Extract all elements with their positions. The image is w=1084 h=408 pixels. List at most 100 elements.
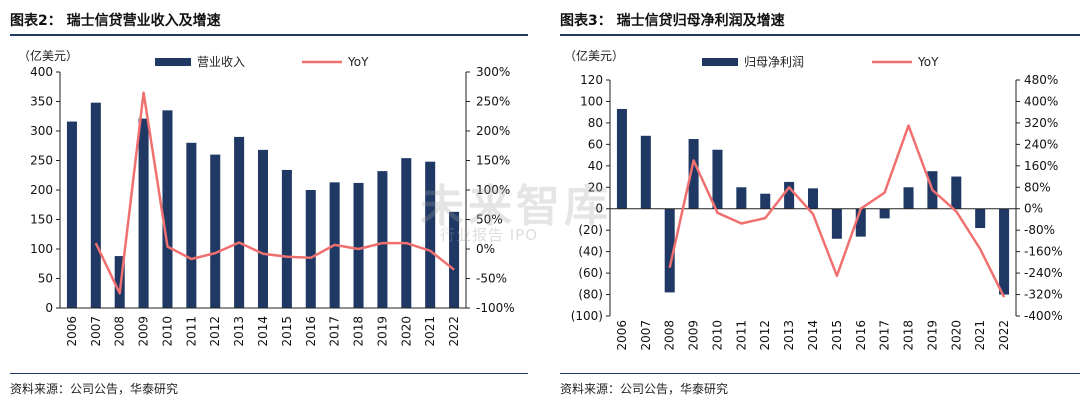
left-tick-label: 250 bbox=[30, 154, 53, 168]
bar-2008 bbox=[664, 208, 675, 293]
category-label: 2014 bbox=[256, 316, 270, 347]
bar-2016 bbox=[855, 208, 866, 237]
legend-bar-label: 营业收入 bbox=[197, 55, 245, 69]
left-tick-label: 0 bbox=[595, 202, 603, 216]
bar-2021 bbox=[425, 161, 436, 308]
category-label: 2011 bbox=[184, 316, 198, 347]
bar-2008 bbox=[114, 256, 125, 308]
right-title-rule bbox=[560, 34, 1080, 36]
left-tick-label: 100 bbox=[580, 94, 603, 108]
category-label: 2009 bbox=[137, 316, 151, 347]
bar-2012 bbox=[210, 154, 221, 308]
right-tick-label: 50% bbox=[476, 213, 503, 227]
category-label: 2016 bbox=[304, 316, 318, 347]
right-tick-label: -100% bbox=[476, 301, 515, 315]
right-tick-label: -80% bbox=[1024, 223, 1055, 237]
category-label: 2019 bbox=[925, 320, 939, 351]
category-label: 2010 bbox=[160, 316, 174, 347]
right-source-note: 资料来源：公司公告，华泰研究 bbox=[560, 382, 729, 396]
right-tick-label: -400% bbox=[1024, 309, 1063, 323]
bar-2014 bbox=[257, 149, 269, 308]
legend-bar-label: 归母净利润 bbox=[744, 55, 804, 69]
right-footer-rule bbox=[560, 373, 1080, 374]
category-label: 2020 bbox=[949, 320, 963, 351]
legend-line-label: YoY bbox=[917, 55, 939, 69]
right-panel: 图表3： 瑞士信贷归母净利润及增速 （亿美元） 归母净利润 YoY (100) (80)… bbox=[554, 0, 1084, 408]
left-tick-label: 200 bbox=[30, 183, 53, 197]
category-label: 2013 bbox=[782, 320, 796, 351]
unit-label: （亿美元） bbox=[564, 48, 624, 63]
category-label: 2007 bbox=[639, 320, 653, 351]
bar-2013 bbox=[234, 136, 245, 308]
category-label: 2008 bbox=[113, 316, 127, 347]
right-tick-label: 250% bbox=[476, 95, 510, 109]
left-tick-label: 400 bbox=[30, 65, 53, 79]
bar-2006 bbox=[66, 121, 77, 308]
watermark-logo: 未来智库 bbox=[420, 181, 612, 232]
left-panel: 图表2： 瑞士信贷营业收入及增速 （亿美元） 营业收入 YoY 0 50 100 150 20… bbox=[0, 0, 530, 408]
net-profit-chart: （亿美元） 归母净利润 YoY (100) (80) (60) (40) (20) 0 20 40 6… bbox=[564, 48, 1063, 351]
bar-2015 bbox=[831, 208, 842, 239]
legend-line-label: YoY bbox=[347, 55, 369, 69]
bar-2022 bbox=[999, 208, 1010, 295]
category-label: 2021 bbox=[423, 316, 437, 347]
unit-label: （亿美元） bbox=[18, 48, 78, 63]
left-tick-label: (100) bbox=[571, 309, 603, 323]
left-tick-label: 50 bbox=[38, 272, 53, 286]
left-tick-label: 60 bbox=[588, 137, 603, 151]
category-label: 2022 bbox=[447, 316, 461, 347]
bar-2020 bbox=[951, 176, 962, 209]
category-label: 2016 bbox=[854, 320, 868, 351]
bar-2011 bbox=[186, 142, 197, 308]
category-label: 2015 bbox=[280, 316, 294, 347]
right-tick-label: 100% bbox=[476, 183, 510, 197]
right-tick-label: 0% bbox=[1024, 202, 1043, 216]
bar-2007 bbox=[90, 102, 101, 309]
category-label: 2021 bbox=[973, 320, 987, 351]
category-label: 2019 bbox=[375, 316, 389, 347]
category-label: 2013 bbox=[232, 316, 246, 347]
right-tick-label: 480% bbox=[1024, 73, 1058, 87]
bar-2018 bbox=[353, 182, 364, 308]
bar-2022 bbox=[449, 211, 460, 308]
right-tick-label: 300% bbox=[476, 65, 510, 79]
right-chart-title: 图表3： 瑞士信贷归母净利润及增速 bbox=[560, 13, 785, 29]
category-label: 2015 bbox=[830, 320, 844, 351]
right-tick-label: 0% bbox=[476, 242, 495, 256]
right-tick-label: 200% bbox=[476, 124, 510, 138]
left-tick-label: 20 bbox=[588, 180, 603, 194]
right-tick-label: 400% bbox=[1024, 94, 1058, 108]
bar-2018 bbox=[903, 187, 914, 209]
left-tick-label: 350 bbox=[30, 95, 53, 109]
category-label: 2014 bbox=[806, 320, 820, 351]
category-label: 2018 bbox=[352, 316, 366, 347]
bar-2006 bbox=[616, 108, 627, 209]
bar-2014 bbox=[807, 188, 819, 209]
right-tick-label: 150% bbox=[476, 154, 510, 168]
left-tick-label: 0 bbox=[45, 301, 53, 315]
left-tick-label: 40 bbox=[588, 159, 603, 173]
left-tick-label: (60) bbox=[578, 266, 603, 280]
right-tick-label: 80% bbox=[1024, 180, 1051, 194]
right-tick-label: 160% bbox=[1024, 159, 1058, 173]
bar-2017 bbox=[879, 208, 890, 219]
right-tick-label: -160% bbox=[1024, 245, 1063, 259]
category-label: 2007 bbox=[89, 316, 103, 347]
bar-2009 bbox=[688, 139, 699, 209]
bar-2009 bbox=[138, 118, 149, 308]
category-label: 2012 bbox=[208, 316, 222, 347]
bar-2019 bbox=[377, 171, 388, 308]
right-tick-label: 240% bbox=[1024, 137, 1058, 151]
right-tick-label: -50% bbox=[476, 272, 507, 286]
left-tick-label: 120 bbox=[580, 73, 603, 87]
legend-bar-swatch bbox=[702, 58, 738, 66]
left-tick-label: 150 bbox=[30, 213, 53, 227]
category-label: 2012 bbox=[758, 320, 772, 351]
left-tick-label: (80) bbox=[578, 288, 603, 302]
right-tick-label: 320% bbox=[1024, 116, 1058, 130]
left-tick-label: 300 bbox=[30, 124, 53, 138]
yoy-line bbox=[94, 91, 455, 295]
legend-bar-swatch bbox=[155, 58, 191, 66]
bar-2021 bbox=[975, 208, 986, 229]
category-label: 2010 bbox=[710, 320, 724, 351]
